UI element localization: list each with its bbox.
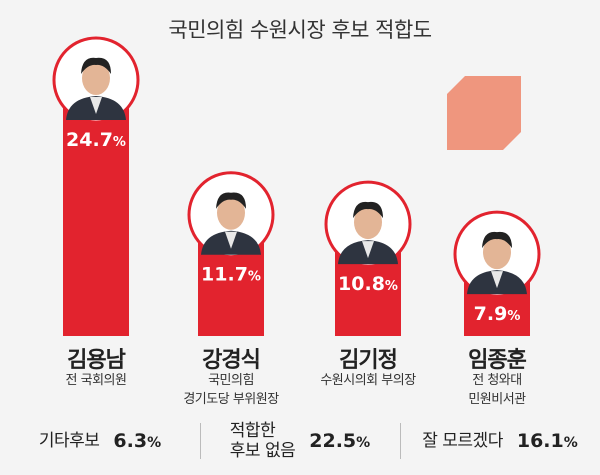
- stat-other-candidate: 기타후보 6.3%: [0, 419, 200, 463]
- candidate-description: 수원시의회 부의장: [288, 371, 448, 390]
- portrait-face: [217, 195, 245, 230]
- portrait-face: [82, 61, 110, 95]
- stat-dont-know: 잘 모르겠다 16.1%: [400, 419, 600, 463]
- candidate-photo-icon: [467, 231, 527, 295]
- description-line: 민원비서관: [468, 392, 526, 407]
- chart-title: 국민의힘 수원시장 후보 적합도: [168, 18, 432, 42]
- candidate-photo-icon: [338, 201, 398, 265]
- portrait-shirt: [491, 271, 503, 289]
- other-responses: 기타후보 6.3% 적합한 후보 없음 22.5% 잘 모르겠다 16.1%: [0, 406, 600, 475]
- decor-shape: [447, 76, 521, 150]
- stat-no-suitable: 적합한 후보 없음 22.5%: [200, 419, 400, 463]
- stat-label: 기타후보: [38, 430, 100, 451]
- candidate-name: 김용남: [67, 348, 126, 373]
- portrait-face: [483, 235, 511, 270]
- data-label: 10.8%: [338, 273, 398, 295]
- stat-value: 22.5%: [309, 429, 371, 452]
- portrait-hair: [216, 192, 246, 209]
- data-label: 11.7%: [201, 264, 261, 286]
- bar-group: 11.7%: [187, 171, 275, 336]
- stat-label: 잘 모르겠다: [422, 430, 503, 451]
- description-line: 국민의힘: [208, 373, 254, 388]
- data-label: 7.9%: [474, 303, 521, 325]
- description-line: 수원시의회 부의장: [320, 373, 416, 388]
- data-label: 24.7%: [66, 129, 126, 151]
- stat-value: 16.1%: [516, 429, 578, 452]
- bar-group: 7.9%: [453, 210, 541, 336]
- candidate-name: 김기정: [339, 348, 398, 373]
- portrait-hair: [482, 231, 512, 249]
- stat-value: 6.3%: [113, 429, 162, 452]
- candidate-name: 강경식: [202, 348, 261, 373]
- portrait-hair: [353, 201, 383, 219]
- portrait-face: [354, 205, 382, 240]
- description-line: 경기도당 부위원장: [183, 392, 279, 407]
- portrait-shirt: [90, 97, 102, 114]
- portrait-shirt: [225, 231, 237, 249]
- portrait-hair: [81, 57, 111, 74]
- portrait-shirt: [362, 241, 374, 259]
- candidate-photo-icon: [66, 57, 126, 120]
- description-line: 전 청와대: [472, 373, 522, 388]
- bar-group: 10.8%: [324, 180, 412, 336]
- candidate-description: 전 국회의원: [16, 371, 176, 390]
- stat-label: 적합한 후보 없음: [229, 420, 296, 461]
- description-line: 전 국회의원: [65, 373, 127, 388]
- bar-group: 24.7%: [52, 36, 140, 336]
- candidate-name: 임종훈: [468, 348, 527, 373]
- candidate-photo-icon: [201, 192, 261, 255]
